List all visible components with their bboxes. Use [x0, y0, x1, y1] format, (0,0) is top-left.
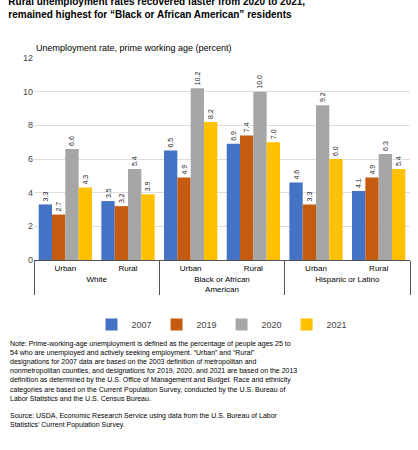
svg-text:10.0: 10.0	[256, 75, 263, 89]
svg-text:Source: USDA, Economic Researc: Source: USDA, Economic Research Service …	[10, 412, 278, 429]
svg-text:Black or AfricanAmerican: Black or AfricanAmerican	[194, 275, 250, 294]
svg-text:3.9: 3.9	[144, 182, 151, 192]
svg-text:Urban: Urban	[54, 264, 76, 273]
svg-text:4: 4	[28, 188, 33, 198]
svg-text:3.3: 3.3	[42, 192, 49, 202]
svg-text:7.0: 7.0	[270, 129, 277, 139]
svg-text:Rural unemployment rates recov: Rural unemployment rates recovered faste…	[8, 0, 305, 20]
svg-text:10: 10	[23, 87, 33, 97]
svg-text:2.7: 2.7	[55, 202, 62, 212]
svg-text:6.3: 6.3	[382, 141, 389, 151]
svg-text:4.9: 4.9	[181, 165, 188, 175]
svg-text:4.9: 4.9	[369, 165, 376, 175]
svg-text:Note: Prime-working-age unempl: Note: Prime-working-age unemployment is …	[10, 340, 297, 402]
svg-text:8: 8	[28, 120, 33, 130]
svg-text:Rural: Rural	[369, 264, 388, 273]
svg-text:9.2: 9.2	[319, 92, 326, 102]
svg-text:6: 6	[28, 154, 33, 164]
svg-text:6.0: 6.0	[332, 146, 339, 156]
svg-text:Unemployment rate, prime worki: Unemployment rate, prime working age (pe…	[36, 43, 232, 53]
svg-text:2: 2	[28, 221, 33, 231]
svg-text:Urban: Urban	[305, 264, 327, 273]
svg-text:5.4: 5.4	[395, 156, 402, 166]
svg-text:5.4: 5.4	[131, 156, 138, 166]
svg-text:3.3: 3.3	[306, 192, 313, 202]
svg-text:2019: 2019	[197, 320, 217, 330]
svg-text:4.6: 4.6	[293, 170, 300, 180]
svg-text:6.9: 6.9	[230, 131, 237, 141]
svg-text:12: 12	[23, 53, 33, 63]
svg-text:Hispanic or Latino: Hispanic or Latino	[315, 275, 380, 284]
svg-text:4.3: 4.3	[82, 175, 89, 185]
svg-text:White: White	[86, 275, 107, 284]
svg-text:6.6: 6.6	[68, 136, 75, 146]
svg-text:3.5: 3.5	[105, 188, 112, 198]
svg-text:2021: 2021	[327, 320, 347, 330]
svg-text:0: 0	[28, 255, 33, 265]
svg-text:Rural: Rural	[244, 264, 263, 273]
svg-text:6.5: 6.5	[167, 138, 174, 148]
svg-text:Rural: Rural	[118, 264, 137, 273]
svg-text:7.4: 7.4	[243, 123, 250, 133]
svg-text:2007: 2007	[132, 320, 152, 330]
svg-text:2020: 2020	[262, 320, 282, 330]
svg-text:3.2: 3.2	[118, 193, 125, 203]
svg-text:4.1: 4.1	[355, 178, 362, 188]
svg-text:8.2: 8.2	[207, 109, 214, 119]
svg-text:10.2: 10.2	[194, 72, 201, 86]
svg-text:Urban: Urban	[180, 264, 202, 273]
